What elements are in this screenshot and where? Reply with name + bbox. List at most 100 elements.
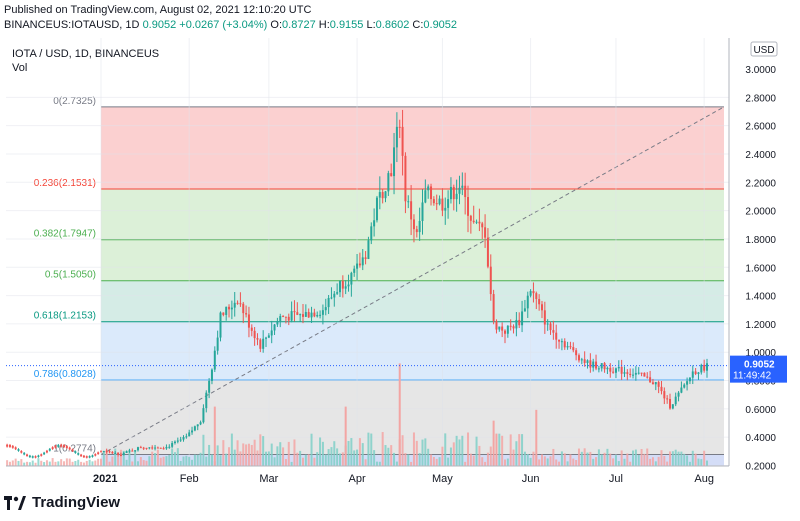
volume-bar [341, 452, 344, 466]
volume-bar [338, 453, 341, 466]
candle-body [552, 330, 555, 333]
volume-bar [484, 461, 487, 466]
volume-bar [597, 449, 600, 466]
candle-body [509, 325, 512, 327]
volume-bar [370, 433, 373, 466]
candle-body [612, 371, 615, 373]
volume-bar [552, 448, 555, 466]
candle-body [407, 201, 410, 203]
candle-body [395, 126, 398, 148]
low-label: L: [366, 19, 376, 31]
candle-body [489, 266, 492, 295]
candle-body [447, 199, 450, 208]
volume-bar [367, 432, 370, 466]
volume-bar [8, 461, 11, 466]
volume-bar [464, 461, 467, 466]
tradingview-logo-icon [4, 495, 26, 510]
volume-bar [111, 456, 114, 466]
candle-body [350, 272, 353, 285]
volume-bar [199, 452, 202, 466]
candle-body [168, 446, 171, 448]
y-tick-label: 1.6000 [745, 263, 776, 274]
volume-bar [105, 449, 108, 466]
price-badge-price: 0.9052 [744, 360, 775, 371]
volume-bar [688, 461, 691, 466]
candle-body [432, 199, 435, 204]
candle-body [492, 294, 495, 322]
candle-body [173, 441, 176, 444]
volume-bar [575, 460, 578, 466]
fib-level-label: 0.236(2.1531) [34, 178, 96, 189]
volume-bar [358, 438, 361, 466]
candle-body [367, 240, 370, 259]
candle-body [634, 372, 637, 375]
candle-body [341, 281, 344, 289]
candle-body [691, 371, 694, 378]
candle-body [589, 360, 592, 368]
volume-bar [319, 437, 322, 466]
volume-bar [250, 444, 253, 466]
fib-band [101, 188, 724, 240]
volume-bar [136, 461, 139, 466]
candle-body [105, 451, 108, 453]
candle-body [102, 451, 105, 453]
volume-bar [669, 451, 672, 466]
footer-brand: TradingView [4, 494, 120, 511]
candle-body [196, 424, 199, 427]
volume-bar [230, 433, 233, 466]
candle-body [452, 186, 455, 200]
candle-body [250, 327, 253, 331]
x-tick-label: 2021 [93, 473, 117, 485]
volume-bar [296, 452, 299, 466]
candle-body [156, 447, 159, 449]
volume-bar [51, 458, 54, 466]
volume-bar [71, 461, 74, 466]
volume-bar [34, 462, 37, 466]
volume-bar [540, 454, 543, 466]
candle-body [247, 314, 250, 328]
volume-bar [131, 461, 134, 466]
volume-bar [321, 441, 324, 466]
volume-bar [57, 461, 60, 466]
candle-body [199, 422, 202, 425]
y-tick-label: 1.0000 [745, 348, 776, 359]
volume-bar [378, 461, 381, 466]
candle-body [77, 453, 80, 455]
volume-bar [449, 447, 452, 466]
candle-body [245, 313, 248, 315]
candle-body [592, 361, 595, 368]
candle-body [111, 451, 114, 454]
candle-body [623, 372, 626, 374]
y-tick-label: 0.6000 [745, 405, 776, 416]
candle-body [560, 341, 563, 343]
candle-body [506, 325, 509, 334]
candle-body [455, 193, 458, 200]
volume-bar [330, 447, 333, 466]
candle-body [162, 448, 165, 450]
volume-bar [657, 456, 660, 466]
candle-body [671, 404, 674, 409]
candle-body [65, 446, 68, 448]
volume-bar [100, 458, 102, 466]
candle-body [566, 346, 569, 348]
candle-body [478, 221, 481, 224]
volume-bar [128, 449, 131, 466]
candle-body [228, 306, 231, 310]
fib-band [101, 280, 724, 322]
candle-body [706, 363, 708, 371]
volume-bar [381, 432, 384, 466]
fib-level-label: 0.5(1.5050) [45, 270, 96, 281]
volume-bar [569, 454, 572, 466]
candle-body [290, 311, 293, 321]
candle-body [219, 312, 222, 338]
volume-bar [549, 456, 552, 466]
candle-body [481, 223, 484, 228]
candle-body [651, 382, 654, 385]
candle-body [523, 308, 526, 312]
candle-body [464, 185, 467, 198]
volume-bar [48, 461, 51, 466]
candle-body [122, 452, 125, 456]
volume-bar [629, 461, 632, 466]
candle-body [338, 281, 341, 293]
